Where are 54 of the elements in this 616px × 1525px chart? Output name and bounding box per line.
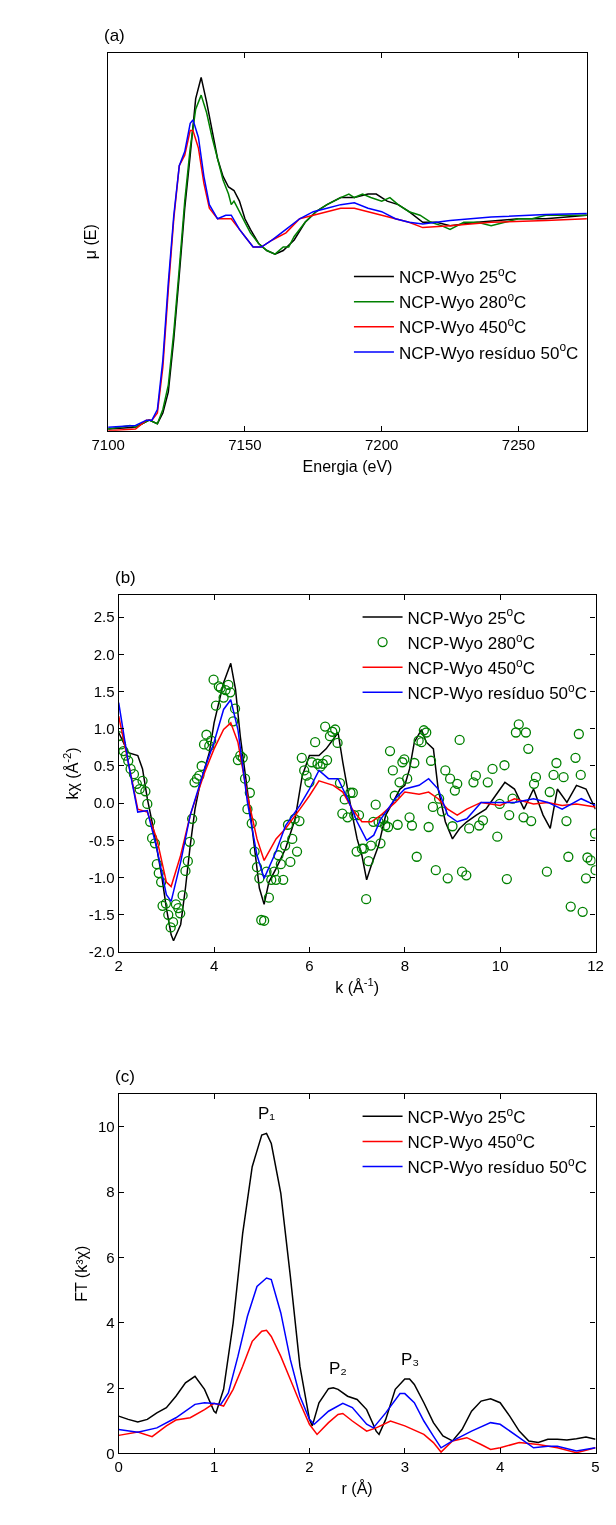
- y-tick-label: -0.5: [88, 831, 115, 849]
- x-tick-label: 10: [491, 957, 509, 975]
- x-tick-label: 2: [305, 1458, 314, 1476]
- legend-label: NCP-Wyo 280$^{o}$C: [407, 630, 535, 653]
- y-tick-label: 1.0: [93, 720, 115, 738]
- legend-label: NCP-Wyo 450$^{o}$C: [407, 1129, 535, 1153]
- x-tick-label: 12: [587, 957, 604, 975]
- y-tick-label: -1.0: [88, 868, 115, 886]
- legend-label: NCP-Wyo 280$^{o}$C: [398, 290, 527, 313]
- y-tick-label: 0: [106, 1444, 115, 1462]
- annotation: P₂: [329, 1359, 347, 1378]
- y-tick-label: 6: [106, 1248, 115, 1266]
- x-tick-label: 7250: [501, 435, 536, 453]
- y-tick-label: 10: [97, 1118, 115, 1136]
- x-tick-label: 7200: [365, 435, 399, 453]
- x-axis-title: k (Å$^{-1}$): [335, 976, 379, 996]
- x-tick-label: 1: [209, 1458, 219, 1476]
- y-tick-label: 2.0: [93, 645, 115, 663]
- x-axis-title: Energia (eV): [302, 457, 393, 475]
- x-tick-label: 8: [400, 957, 409, 975]
- y-tick-label: 8: [106, 1183, 115, 1201]
- y-tick-label: 4: [106, 1314, 115, 1331]
- x-tick-label: 3: [400, 1458, 409, 1476]
- x-tick-label: 6: [305, 957, 314, 975]
- x-axis-title: r (Å): [341, 1479, 373, 1498]
- legend-label: NCP-Wyo 25$^{o}$C: [407, 605, 526, 628]
- y-tick-label: 1.5: [93, 682, 115, 700]
- annotation: P₃: [401, 1350, 420, 1369]
- y-tick-label: 2: [106, 1379, 115, 1397]
- legend-label: NCP-Wyo 450$^{o}$C: [407, 655, 535, 678]
- x-tick-label: 4: [209, 957, 219, 975]
- x-tick-label: 5: [591, 1458, 600, 1476]
- y-axis-title: μ (E): [81, 224, 99, 260]
- annotation: P₁: [258, 1104, 276, 1123]
- x-tick-label: 7150: [228, 435, 262, 453]
- y-tick-label: 0.0: [93, 794, 115, 812]
- legend-label: NCP-Wyo resíduo 50$^{o}$C: [407, 680, 587, 703]
- chart-title: (a): [104, 26, 125, 45]
- y-tick-label: -2.0: [88, 943, 115, 961]
- chart-title: (c): [115, 1067, 135, 1086]
- legend-label: NCP-Wyo resíduo 50$^{o}$C: [407, 1155, 587, 1178]
- legend-label: NCP-Wyo 25$^{o}$C: [398, 265, 517, 288]
- chart-title: (b): [115, 568, 136, 587]
- legend-label: NCP-Wyo 25$^{o}$C: [407, 1104, 526, 1127]
- y-tick-label: 0.5: [93, 757, 115, 775]
- x-tick-label: 4: [495, 1458, 505, 1476]
- y-tick-label: 2.5: [93, 608, 115, 626]
- line-series: [118, 715, 596, 888]
- line-series: [118, 1277, 596, 1452]
- legend-label: NCP-Wyo 450$^{o}$C: [398, 315, 527, 338]
- y-tick-label: -1.5: [88, 906, 115, 924]
- legend-label: NCP-Wyo resíduo 50$^{o}$C: [398, 340, 579, 363]
- x-tick-label: 7100: [91, 435, 125, 453]
- y-axis-title: FT (k³χ): [72, 1245, 90, 1302]
